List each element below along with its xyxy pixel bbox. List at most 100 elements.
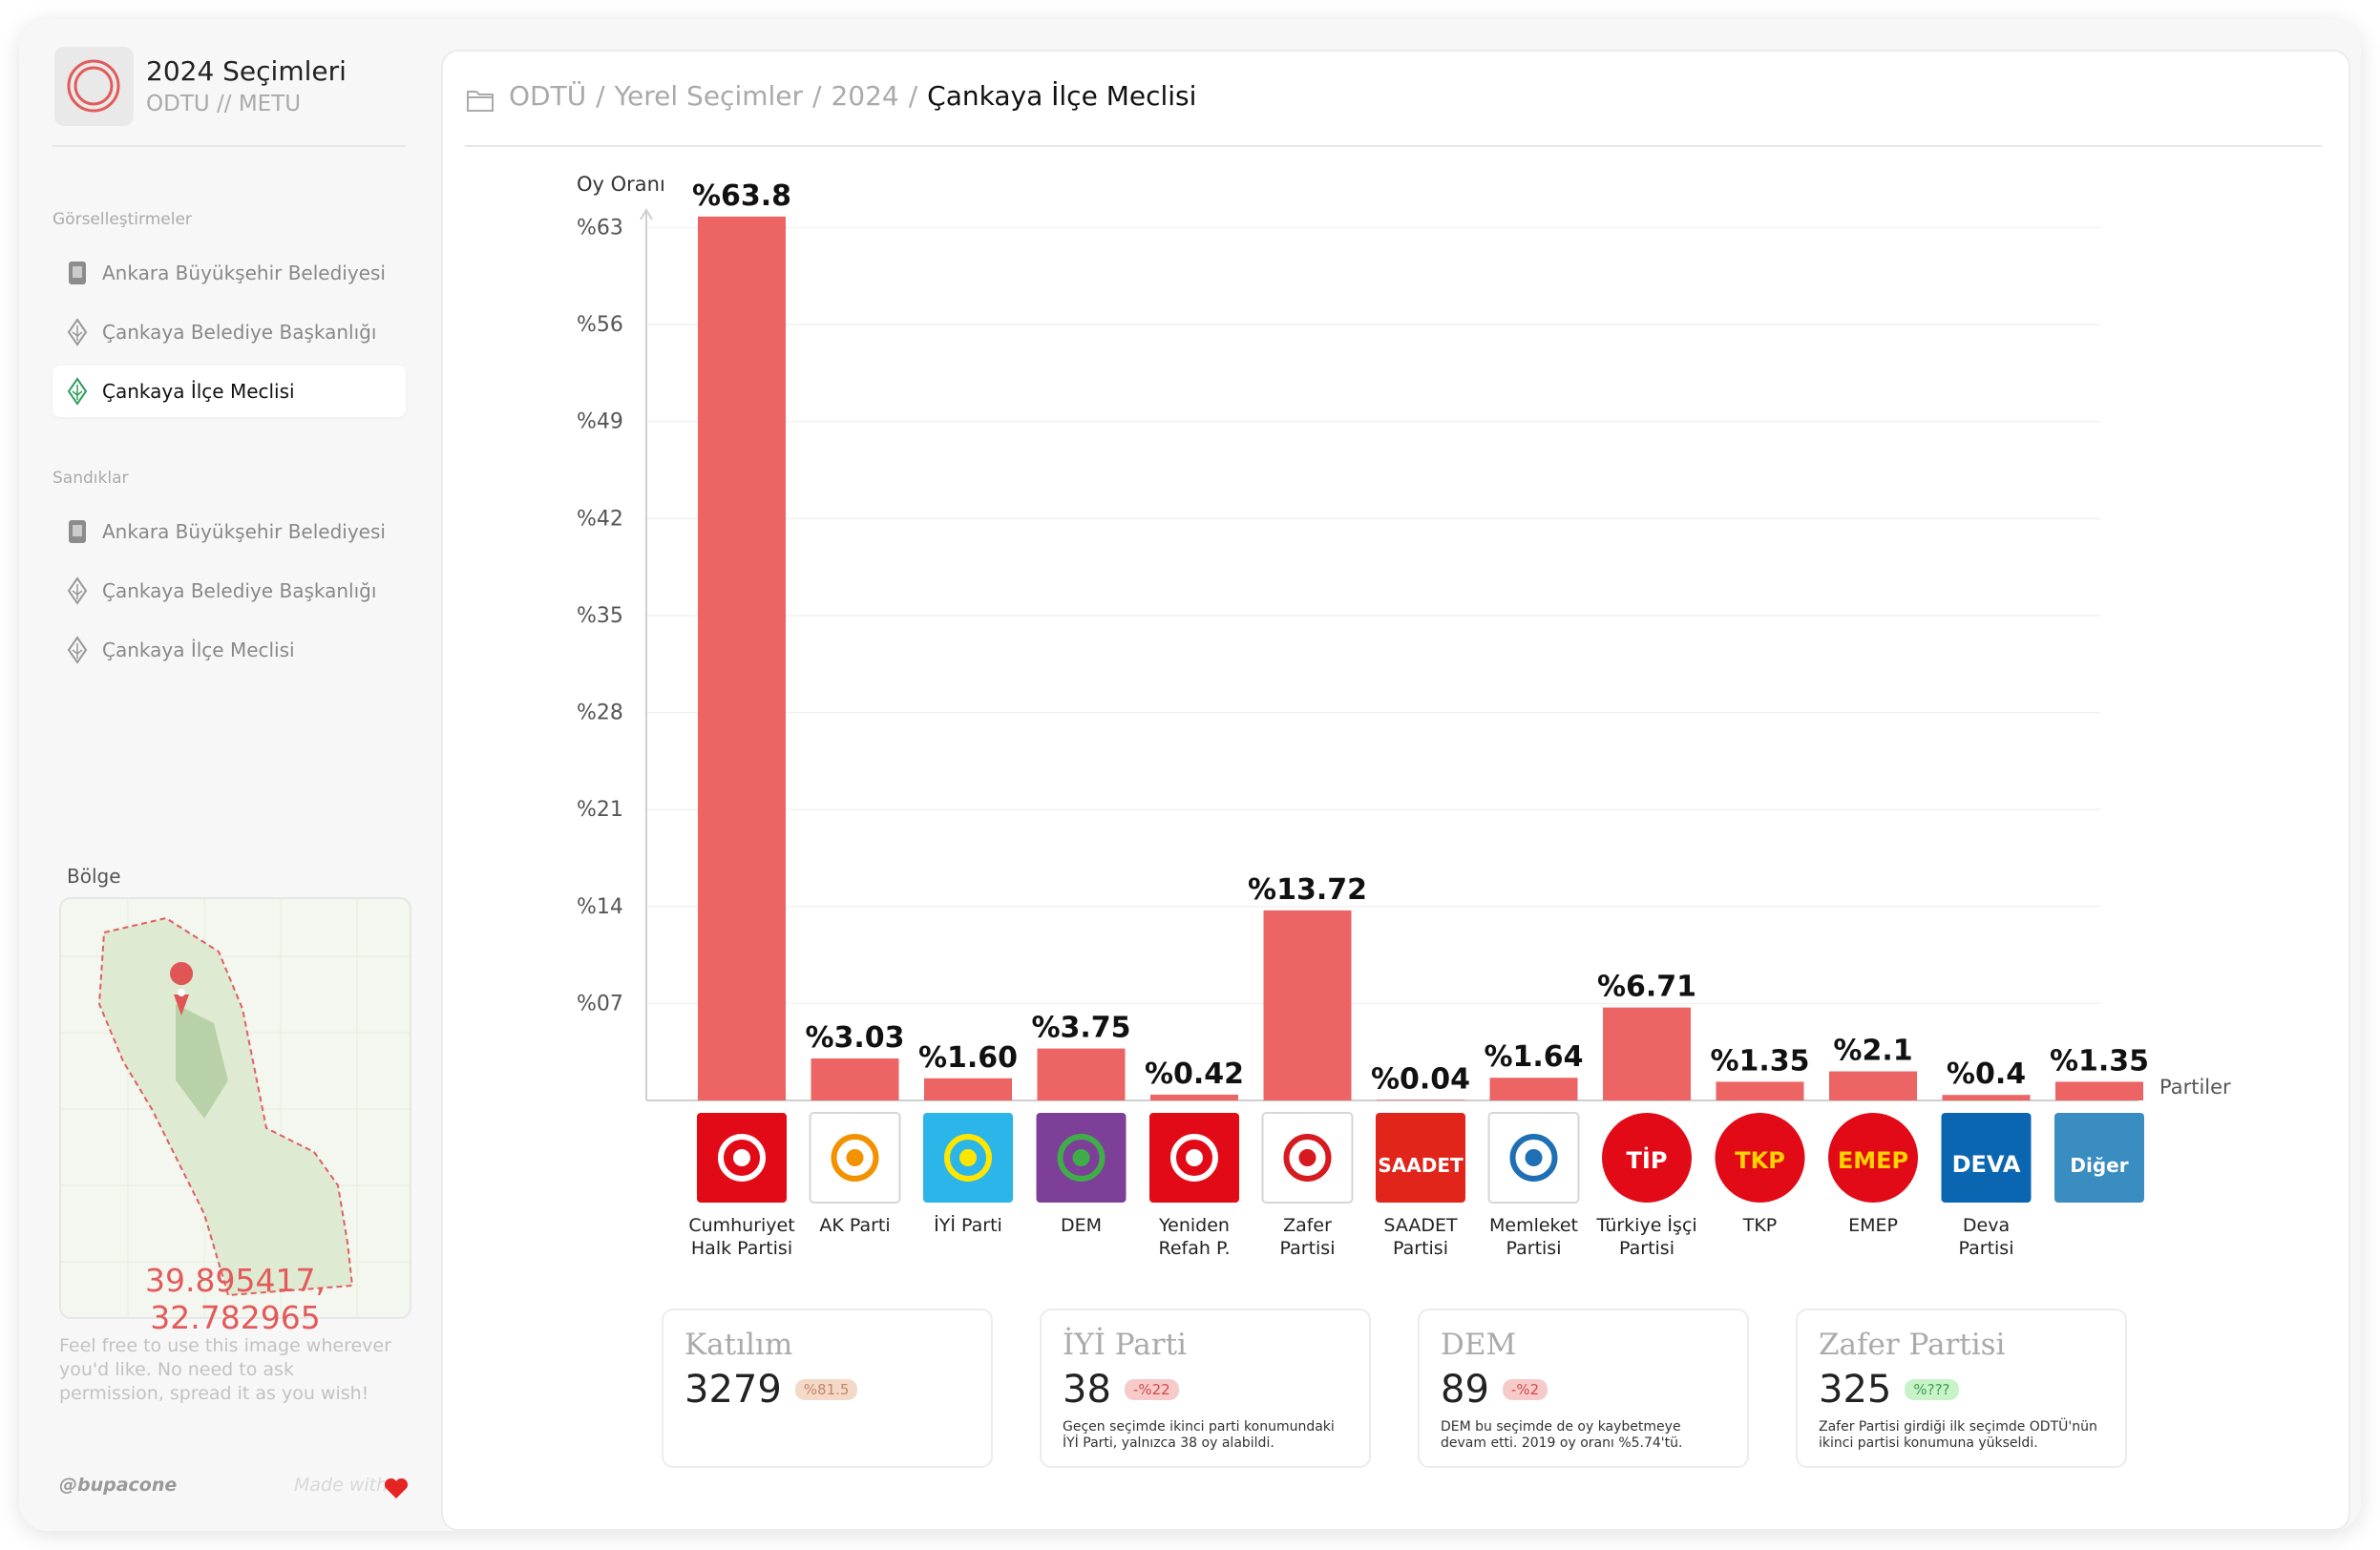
x-tick-label: Deva Partisi [1958, 1215, 2014, 1259]
logo-text: EMEP [1838, 1147, 1908, 1174]
x-tick-label: Zafer Partisi [1279, 1215, 1336, 1259]
logo-emblem-core [733, 1149, 750, 1166]
breadcrumb-item[interactable]: ODTÜ [509, 80, 587, 112]
logo-icon [67, 59, 120, 113]
logo-emblem-core [1072, 1149, 1090, 1166]
nav-label: Çankaya İlçe Meclisi [102, 380, 295, 403]
card-badge: -%22 [1124, 1379, 1179, 1400]
nav-item[interactable]: Ankara Büyükşehir Belediyesi [53, 506, 406, 557]
x-tick-label: Memleket Partisi [1488, 1215, 1579, 1259]
nav-item[interactable]: Çankaya İlçe Meclisi [53, 366, 406, 417]
y-tick-label: %21 [577, 798, 623, 822]
value-label: %13.72 [1248, 873, 1367, 907]
logo-emblem-core [846, 1149, 864, 1166]
y-tick-label: %28 [577, 702, 623, 725]
value-label: %0.04 [1371, 1062, 1470, 1096]
logo-bg [1602, 1113, 1692, 1203]
breadcrumb-separator: / [908, 80, 918, 112]
region-heading: Bölge [67, 865, 121, 888]
card-value-row: 3279 %81.5 [685, 1368, 970, 1412]
value-label: %6.71 [1597, 971, 1696, 1004]
party-logo: DEVA [1941, 1113, 2032, 1203]
party-logo [697, 1113, 787, 1203]
card-value-row: 38 -%22 [1063, 1368, 1348, 1412]
logo-text: TİP [1627, 1146, 1668, 1174]
bar [2055, 1081, 2143, 1100]
x-tick-label: TKP [1742, 1215, 1778, 1236]
nav-icon [67, 636, 88, 664]
card-title: Zafer Partisi [1819, 1328, 2006, 1362]
y-axis-label: Oy Oranı [577, 173, 665, 196]
y-tick-label: %14 [577, 895, 623, 919]
x-tick-label: AK Parti [819, 1215, 891, 1236]
breadcrumb-item[interactable]: Çankaya İlçe Meclisi [927, 80, 1197, 112]
author[interactable]: @bupacone [59, 1475, 178, 1496]
bar [1942, 1095, 2031, 1100]
card-title: İYİ Parti [1063, 1328, 1187, 1362]
logo-emblem [1283, 1134, 1332, 1182]
y-tick-label: %49 [577, 410, 623, 434]
divider [465, 145, 2322, 147]
breadcrumb-item[interactable]: Yerel Seçimler [614, 80, 804, 112]
logo-emblem [718, 1134, 766, 1182]
card-badge: %81.5 [794, 1379, 858, 1400]
logo-text: TKP [1735, 1147, 1785, 1174]
nav-item[interactable]: Çankaya Belediye Başkanlığı [53, 306, 406, 358]
x-tick-label: SAADET Partisi [1383, 1215, 1458, 1259]
folder-icon [467, 91, 494, 112]
x-tick-label: Cumhuriyet Halk Partisi [688, 1215, 795, 1259]
card-title: DEM [1441, 1328, 1517, 1362]
logo-bg [1376, 1113, 1465, 1203]
nav-item[interactable]: Ankara Büyükşehir Belediyesi [53, 247, 406, 299]
nav-label: Çankaya Belediye Başkanlığı [102, 579, 377, 602]
nav-item[interactable]: Çankaya Belediye Başkanlığı [53, 565, 406, 617]
x-tick-label: İYİ Parti [934, 1215, 1002, 1236]
card-badge: -%2 [1502, 1379, 1548, 1400]
map-shape [61, 899, 410, 1317]
breadcrumb-item[interactable]: 2024 [831, 80, 899, 112]
logo-emblem [1170, 1134, 1218, 1182]
card-text: Zafer Partisi girdiği ilk seçimde ODTÜ'n… [1819, 1419, 2097, 1451]
stat-card: Katılım 3279 %81.5 [662, 1309, 993, 1468]
breadcrumb-separator: / [812, 80, 822, 112]
bar [1603, 1007, 1691, 1100]
section-heading: Görselleştirmeler [53, 210, 192, 229]
x-tick-label: Yeniden Refah P. [1158, 1215, 1231, 1259]
card-value: 3279 [685, 1368, 782, 1412]
value-label: %63.8 [692, 179, 791, 213]
party-logo [1487, 1112, 1580, 1204]
party-logo [923, 1113, 1013, 1203]
nav-icon [67, 377, 88, 406]
bar [1716, 1081, 1804, 1100]
section-heading: Sandıklar [53, 469, 129, 488]
y-tick-label: %35 [577, 604, 623, 628]
region-map [59, 897, 411, 1319]
x-tick-label: DEM [1060, 1215, 1103, 1236]
bar [811, 1058, 899, 1100]
value-label: %1.60 [918, 1041, 1018, 1075]
card-text: Geçen seçimde ikinci parti konumundaki İ… [1063, 1419, 1335, 1451]
app-title: 2024 Seçimleri [146, 55, 347, 87]
divider [53, 145, 406, 147]
nav-item[interactable]: Çankaya İlçe Meclisi [53, 624, 406, 676]
breadcrumb-separator: / [596, 80, 605, 112]
y-tick-label: %56 [577, 313, 623, 337]
nav-icon [69, 262, 86, 284]
bar [1489, 1078, 1578, 1100]
logo-emblem [1509, 1134, 1558, 1182]
bar [698, 216, 786, 1100]
card-title: Katılım [685, 1328, 793, 1362]
value-label: %1.35 [1710, 1044, 1809, 1078]
app-subtitle: ODTU // METU [146, 92, 302, 116]
party-logo [1261, 1112, 1354, 1204]
stat-card: Zafer Partisi 325%??? Zafer Partisi girdiğ… [1796, 1309, 2127, 1468]
card-value-row: 325%??? [1819, 1368, 2104, 1412]
nav-icon [67, 318, 88, 346]
party-logo: TKP [1715, 1113, 1805, 1203]
logo-emblem-core [1186, 1149, 1203, 1166]
value-label: %1.35 [2050, 1044, 2149, 1078]
logo-text: Diğer [2070, 1154, 2128, 1177]
x-tick-label: EMEP [1848, 1215, 1898, 1236]
party-logo: EMEP [1828, 1113, 1918, 1203]
